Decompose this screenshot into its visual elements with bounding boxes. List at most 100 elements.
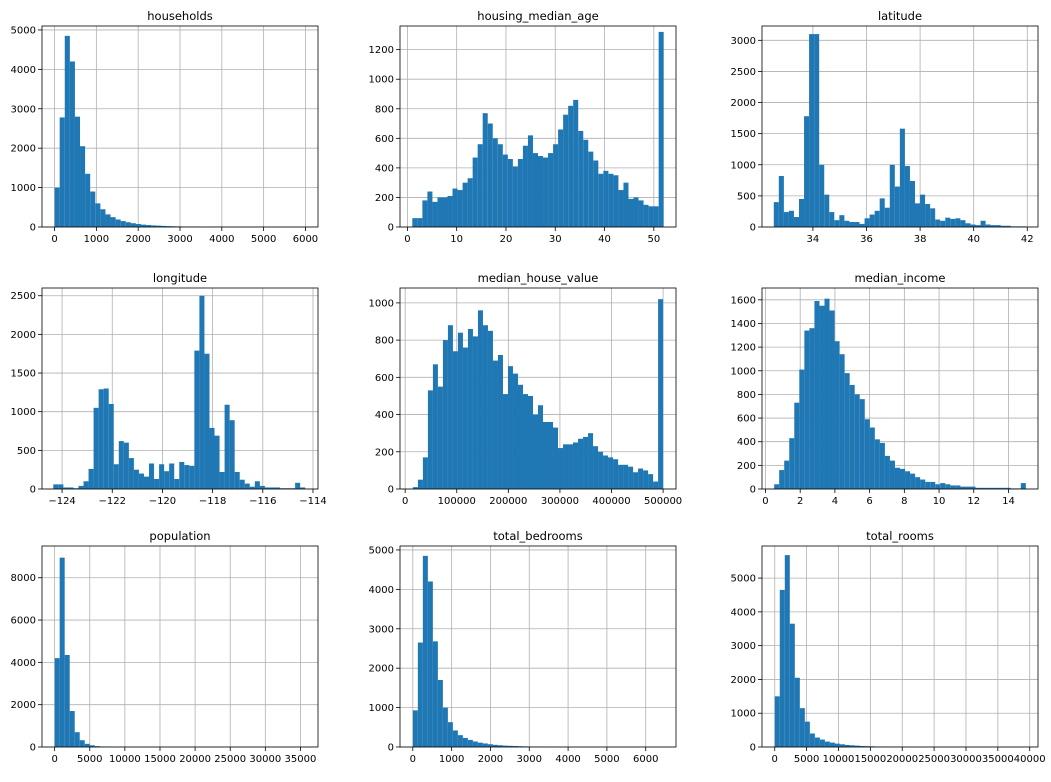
subplot-title: total_rooms [866,529,934,543]
histogram-bar [260,486,265,489]
histogram-bar [488,124,493,227]
x-tick-label: 0 [404,234,410,245]
histogram-bar [860,399,865,489]
y-tick-label: 200 [737,461,756,472]
y-tick-label: 2000 [11,330,36,341]
histogram-bar [935,220,940,227]
histogram-bar [875,211,880,227]
x-tick-label: 20 [500,234,513,245]
histogram-bar [910,181,915,227]
histogram-bar [775,696,780,747]
histogram-bar [184,465,189,489]
histogram-bar [593,160,598,227]
x-tick-label: 4000 [555,754,580,765]
histogram-bar [860,224,865,227]
histogram-bar [930,208,935,227]
histogram-bar [613,459,618,489]
histogram-bar [865,218,870,227]
histogram-bar [412,218,417,227]
histogram-bar [583,140,588,227]
x-tick-label: 50 [647,234,660,245]
y-tick-label: 5000 [731,574,756,585]
y-tick-label: 3000 [731,36,756,47]
x-tick-label: −122 [99,496,126,507]
histogram-bar [810,733,815,747]
histogram-bar [503,155,508,227]
histogram-bar [528,396,533,489]
histogram-bar [634,197,639,227]
y-tick-label: 1000 [369,298,394,309]
histogram-bar [126,222,131,227]
histogram-bar [623,183,628,227]
histogram-bar [925,204,930,227]
x-tick-label: 30000 [950,754,982,765]
x-tick-label: 20000 [886,754,918,765]
histogram-bar [649,206,654,227]
histogram-bar [225,405,230,489]
histogram-bar [865,419,870,489]
histogram-bar [780,590,785,747]
histogram-bar [598,174,603,227]
y-tick-label: 2500 [11,291,36,302]
histogram-bar [493,138,498,227]
histogram-bar [209,428,214,489]
histogram-bar [523,146,528,227]
x-tick-label: 14 [1002,496,1015,507]
histogram-bar [794,403,799,489]
histogram-bar [104,389,109,490]
histogram-bar [835,744,840,747]
histogram-bar [945,218,950,227]
histogram-bar [795,678,800,747]
histogram-bar [235,472,240,489]
y-tick-label: 2000 [731,675,756,686]
subplot-title: population [149,529,210,543]
histogram-bar [533,415,538,489]
x-tick-label: 6000 [293,234,318,245]
histogram-bar [834,220,839,227]
histogram-bar [804,116,809,227]
histogram-bar [124,443,129,489]
histogram-bar [85,744,90,747]
histogram-bar [85,174,90,227]
histogram-bar [473,741,478,747]
histogram-bar [65,36,70,227]
histogram-bar [523,394,528,489]
histogram-bar [428,390,433,489]
histogram-bar [438,387,443,489]
x-tick-label: 6000 [633,754,658,765]
histogram-bar [508,366,513,489]
histogram-bar [820,740,825,747]
histogram-bar [774,202,779,227]
histogram-bar [448,722,453,747]
histogram-bar [930,482,935,489]
y-tick-label: 0 [750,743,756,754]
histogram-bar [945,484,950,489]
histogram-bar [785,555,790,747]
histogram-bar [443,340,448,489]
y-tick-label: 5000 [11,25,36,36]
histogram-bar [880,443,885,489]
histogram-bar [493,361,498,489]
histogram-bar [653,482,658,489]
histogram-bar [468,178,473,227]
histogram-bar [628,467,633,489]
subplot-title: total_bedrooms [493,529,582,543]
histogram-bar [413,710,418,747]
histogram-bar [468,740,473,747]
histogram-bar [159,464,164,489]
histogram-bar [804,331,809,489]
y-tick-label: 1500 [11,369,36,380]
histogram-bar [453,189,458,227]
x-tick-label: 5000 [251,234,276,245]
histogram-bar [174,479,179,489]
histogram-bar [189,466,194,489]
histogram-bar [955,485,960,489]
histogram-bar [633,472,638,489]
histogram-bar [463,738,468,747]
histogram-bar [910,474,915,489]
x-tick-label: 25000 [214,754,246,765]
histogram-bar [981,221,986,227]
